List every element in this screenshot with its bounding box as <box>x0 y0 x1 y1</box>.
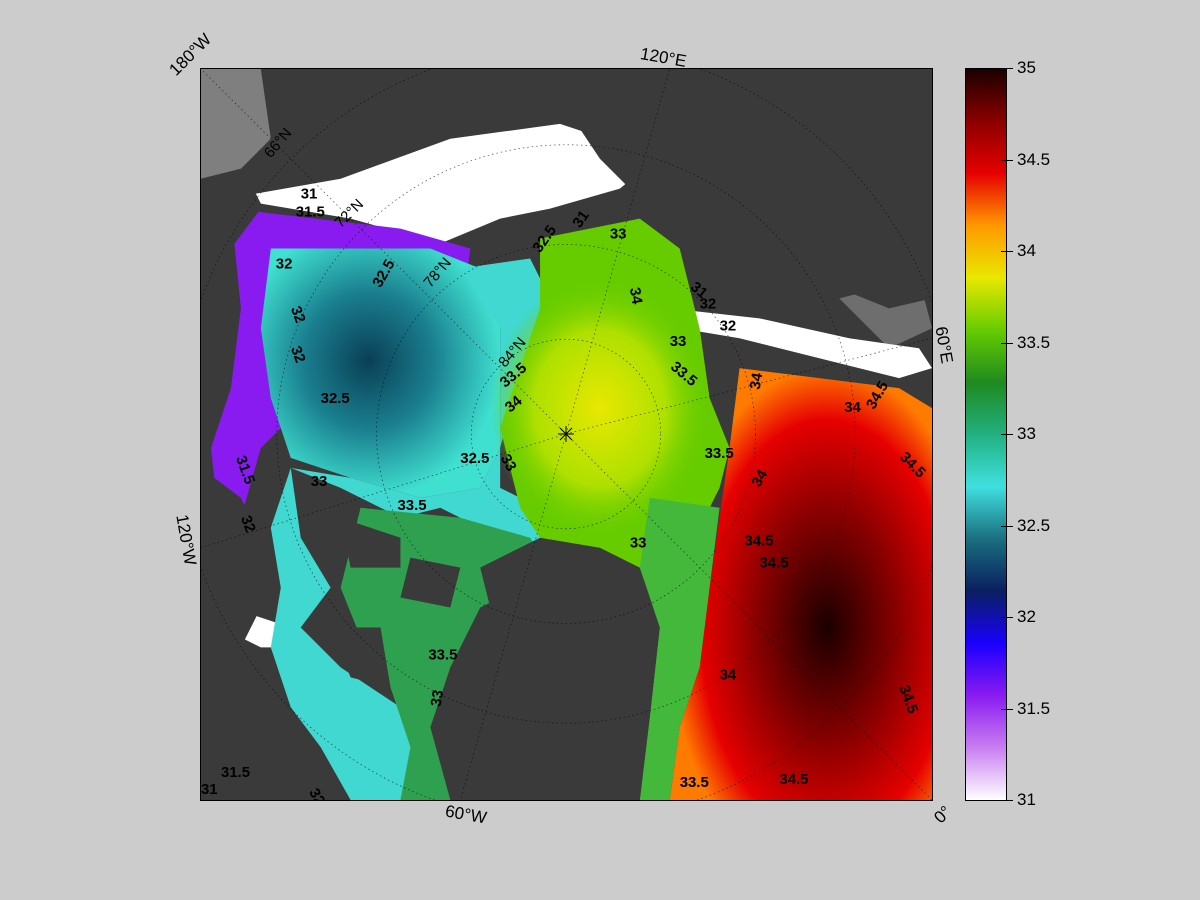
land-islands <box>340 517 401 568</box>
contour-labels: 31 31.5 32 32.5 32 32 32.5 32.5 33 33.5 … <box>201 186 929 800</box>
contour-label: 33.5 <box>428 646 457 663</box>
land-islands <box>330 627 391 688</box>
colorbar-tick-mark <box>1001 617 1007 618</box>
colorbar-tick-mark <box>1001 525 1007 527</box>
contour-label: 34.5 <box>779 771 808 788</box>
contour-label: 34.5 <box>759 555 788 572</box>
meridian-label-60w: 60°W <box>443 801 489 828</box>
contour-label: 34 <box>720 666 737 683</box>
contour-label: 32.5 <box>321 390 350 407</box>
colorbar-tick-label: 32.5 <box>1017 515 1051 535</box>
contour-label: 32 <box>700 295 717 312</box>
colorbar-tick-mark <box>1007 159 1013 161</box>
contour-label: 32 <box>720 317 737 334</box>
colorbar-tick-label: 31.5 <box>1017 698 1051 718</box>
salinity-field-beaufort <box>260 248 501 498</box>
colorbar-tick-mark <box>1007 800 1013 801</box>
contour-label: 31 <box>301 186 318 203</box>
colorbar-tick-label: 34.5 <box>1017 149 1051 169</box>
colorbar-tick-label: 33.5 <box>1017 332 1051 352</box>
contour-label: 33.5 <box>705 445 734 462</box>
salinity-field-green-strip <box>639 497 720 800</box>
contour-label: 33 <box>497 451 520 474</box>
contour-label: 32 <box>237 513 259 534</box>
colorbar-tick-mark <box>1007 525 1013 527</box>
contour-label: 34 <box>844 399 861 416</box>
ice-region <box>669 308 932 379</box>
colorbar-tick-label: 31 <box>1017 790 1036 809</box>
land-alaska <box>201 168 261 259</box>
contour-label: 32.5 <box>460 450 489 467</box>
contour-label: 33 <box>428 689 448 708</box>
salinity-field-yellow <box>490 278 710 538</box>
colorbar-tick-mark <box>1001 251 1007 252</box>
meridian-label-0: 0° <box>930 802 956 828</box>
meridian-label-120w: 120°W <box>172 513 200 567</box>
land-islands <box>400 557 461 608</box>
land-eurasia <box>579 69 932 309</box>
colorbar-tick-label: 33 <box>1017 424 1036 443</box>
salinity-field-atlantic <box>669 368 932 800</box>
colorbar-tick-mark <box>1007 434 1013 435</box>
colorbar-tick-mark <box>1001 68 1007 69</box>
contour-label: 34 <box>626 286 646 306</box>
colorbar-tick-mark <box>1007 617 1013 618</box>
contour-label: 34 <box>747 371 767 391</box>
colorbar-tick-mark <box>1007 708 1013 710</box>
colorbar-tick-label: 32 <box>1017 607 1036 626</box>
colorbar-tick-mark <box>1001 800 1007 801</box>
graticule <box>201 69 932 800</box>
contour-label: 31 <box>201 781 218 798</box>
contour-label: 32 <box>287 344 309 365</box>
colorbar-tick-label: 35 <box>1017 58 1036 77</box>
colorbar-tick-mark <box>1001 434 1007 435</box>
contour-label: 31.5 <box>296 204 325 221</box>
contour-label: 33 <box>670 333 687 350</box>
contour-label: 31.5 <box>221 764 250 781</box>
contour-label: 32 <box>305 786 328 800</box>
colorbar-tick-mark <box>1007 251 1013 252</box>
ice-region <box>255 123 650 244</box>
land-greenland <box>480 537 660 800</box>
colorbar-tick-mark <box>1007 342 1013 344</box>
contour-label: 33 <box>630 535 647 552</box>
colorbar <box>965 68 1007 801</box>
contour-label: 33.5 <box>680 774 709 791</box>
contour-label: 34.5 <box>745 533 774 550</box>
north-pole-marker <box>558 426 574 442</box>
contour-label: 32 <box>276 255 293 272</box>
contour-label: 33.5 <box>397 497 426 514</box>
salinity-map: 66°N 72°N 78°N 84°N 31 31.5 32 32.5 32 3… <box>200 68 933 801</box>
colorbar-tick-mark <box>1007 68 1013 69</box>
contour-label: 32 <box>287 304 309 325</box>
map-canvas: 66°N 72°N 78°N 84°N 31 31.5 32 32.5 32 3… <box>201 69 932 800</box>
contour-label: 31 <box>569 207 592 230</box>
meridian-label-60e: 60°E <box>931 325 957 365</box>
colorbar-tick-mark <box>1001 708 1007 710</box>
colorbar-tick-mark <box>1001 159 1007 161</box>
contour-label: 33 <box>311 473 328 490</box>
land-canada <box>201 467 301 800</box>
shelf-gray-area <box>201 69 271 179</box>
colorbar-tick-mark <box>1001 342 1007 344</box>
contour-label: 33 <box>610 226 627 243</box>
colorbar-tick-label: 34 <box>1017 241 1036 260</box>
